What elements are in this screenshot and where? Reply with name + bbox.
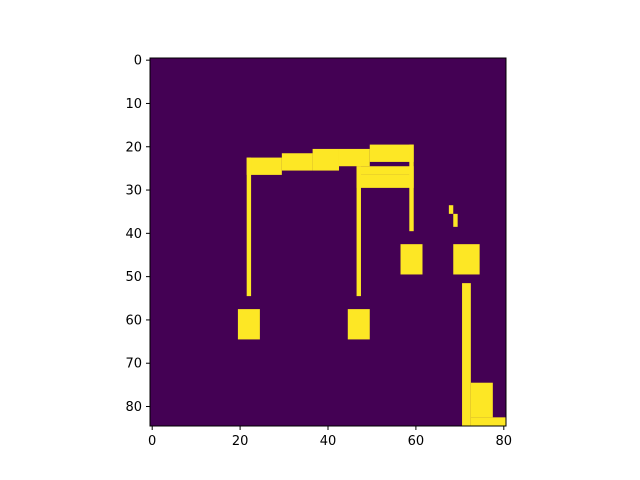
y-tick-label: 50 <box>125 270 142 285</box>
heatmap-cells <box>237 144 506 426</box>
active-region-digit-10 <box>237 309 260 340</box>
active-region-beam-0 <box>246 157 282 175</box>
active-region-stem-7 <box>246 157 252 297</box>
y-tick-label: 20 <box>125 140 142 155</box>
active-region-beam-4 <box>369 144 414 162</box>
active-region-beam-2 <box>312 148 339 171</box>
active-region-bar-16 <box>462 283 471 426</box>
y-tick-label: 10 <box>125 97 142 112</box>
active-region-stem-9 <box>409 144 414 232</box>
y-tick-label: 80 <box>125 400 142 415</box>
x-tick-label: 0 <box>148 434 156 449</box>
active-region-stem-8 <box>356 166 361 297</box>
active-region-mark-15 <box>453 213 458 227</box>
active-region-digit-11 <box>347 309 370 340</box>
y-tick-label: 30 <box>125 184 142 199</box>
active-region-beam-5 <box>356 166 414 175</box>
y-tick-label: 40 <box>125 227 142 242</box>
x-tick-label: 20 <box>232 434 249 449</box>
y-tick-label: 70 <box>125 357 142 372</box>
x-axis-ticks: 0 20 40 60 80 <box>148 426 512 449</box>
active-region-beam-1 <box>281 153 313 171</box>
x-tick-label: 40 <box>320 434 337 449</box>
active-region-digit-12 <box>400 244 423 275</box>
x-tick-label: 60 <box>408 434 425 449</box>
active-region-block-17 <box>470 382 493 418</box>
active-region-digit-13 <box>453 244 480 275</box>
active-region-block-18 <box>470 417 506 426</box>
active-region-beam-3 <box>338 148 370 167</box>
active-region-beam-6 <box>356 174 414 188</box>
plot-background <box>150 58 506 426</box>
x-tick-label: 80 <box>496 434 513 449</box>
active-region-mark-14 <box>448 205 454 214</box>
y-tick-label: 0 <box>134 54 142 69</box>
y-axis-ticks: 0 10 20 30 40 50 60 70 80 <box>125 54 150 415</box>
y-tick-label: 60 <box>125 313 142 328</box>
